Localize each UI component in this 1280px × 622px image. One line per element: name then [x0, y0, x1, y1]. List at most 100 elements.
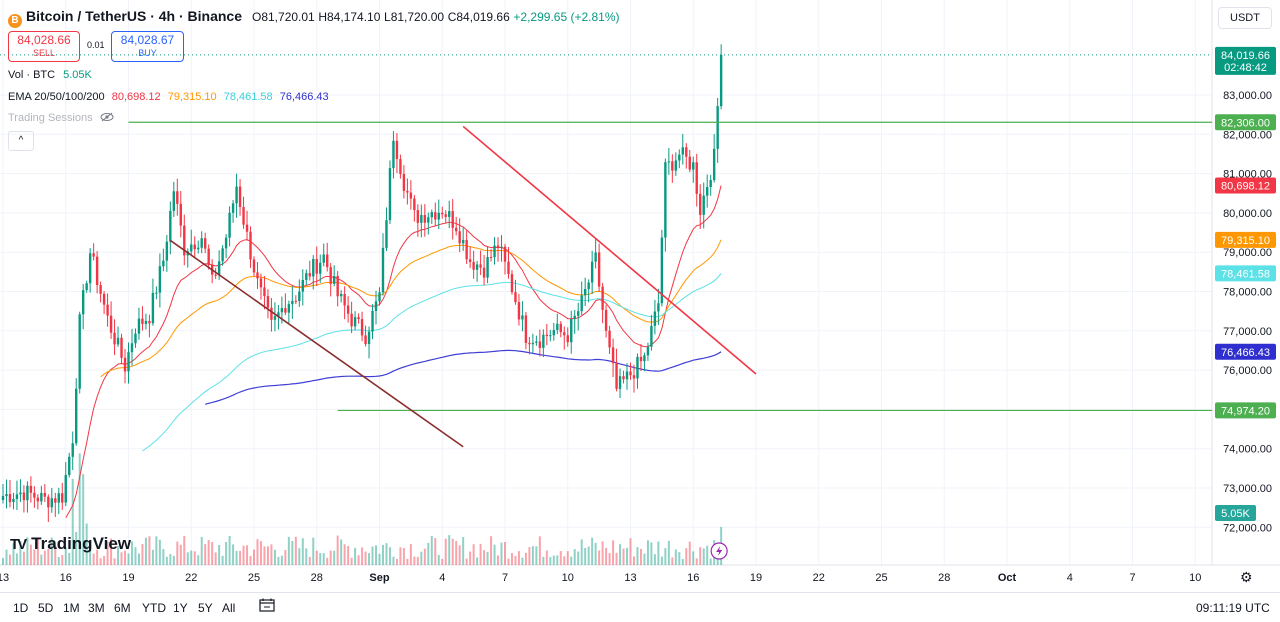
volume-bar — [12, 543, 15, 565]
volume-bar — [650, 542, 653, 565]
volume-bar — [413, 556, 416, 565]
volume-bar — [388, 547, 391, 565]
candle-body — [503, 246, 507, 262]
clock-time[interactable]: 09:11:19 UTC — [1196, 601, 1270, 615]
x-tick-label: Oct — [998, 572, 1017, 584]
candle-body — [242, 207, 245, 225]
volume-bar — [619, 544, 622, 565]
volume-bar — [298, 548, 301, 565]
volume-bar — [587, 546, 590, 565]
range-button-3m[interactable]: 3M — [88, 601, 105, 615]
candle-body — [308, 273, 311, 277]
volume-bar — [130, 541, 133, 565]
buy-button[interactable]: 84,028.67 BUY — [111, 31, 184, 62]
trendline[interactable] — [462, 125, 757, 375]
range-button-5d[interactable]: 5D — [38, 601, 54, 615]
volume-bar — [674, 549, 677, 565]
volume-bar — [176, 541, 179, 565]
candle-body — [207, 248, 210, 266]
price-chart[interactable]: 72,000.0073,000.0074,000.0075,000.0076,0… — [0, 0, 1280, 592]
sell-price: 84,028.66 — [17, 33, 71, 47]
volume-bar — [89, 549, 92, 565]
range-button-1d[interactable]: 1D — [13, 601, 29, 615]
candle-body — [514, 292, 517, 303]
candle-body — [601, 286, 604, 310]
candle-body — [695, 162, 698, 194]
x-tick-label: 22 — [185, 572, 197, 584]
candle-body — [678, 154, 681, 161]
bottom-toolbar: 1D 5D 1M 3M 6M YTD 1Y 5Y All 09:11:19 UTC — [0, 592, 1280, 622]
calendar-range-icon[interactable] — [259, 598, 275, 612]
collapse-legend-button[interactable]: ^ — [8, 131, 34, 151]
volume-bar — [483, 550, 486, 565]
candle-body — [92, 253, 95, 257]
hidden-eye-icon[interactable] — [100, 112, 114, 122]
range-button-ytd[interactable]: YTD — [142, 601, 166, 615]
volume-legend[interactable]: Vol · BTC 5.05K — [8, 69, 92, 81]
candle-body — [465, 239, 468, 260]
volume-bar — [137, 553, 140, 565]
candle-body — [657, 303, 660, 312]
candle-body — [130, 343, 134, 353]
candle-body — [36, 497, 40, 502]
candle-body — [618, 376, 622, 389]
lightning-glyph — [716, 546, 723, 556]
volume-value: 5.05K — [63, 69, 92, 81]
range-button-6m[interactable]: 6M — [114, 601, 131, 615]
volume-bar — [545, 550, 548, 565]
volume-bar — [622, 548, 625, 565]
volume-bar — [277, 556, 280, 565]
x-tick-label: Sep — [369, 572, 389, 584]
ohlc-low: L81,720.00 — [384, 10, 445, 24]
candle-body — [611, 347, 615, 364]
candle-body — [461, 239, 465, 244]
candle-body — [113, 332, 116, 345]
y-tick-label: 79,000.00 — [1223, 247, 1272, 259]
ema50-value: 79,315.10 — [167, 91, 217, 103]
buy-price: 84,028.67 — [120, 33, 175, 47]
currency-button[interactable]: USDT — [1218, 7, 1272, 29]
range-button-1y[interactable]: 1Y — [173, 601, 188, 615]
candle-body — [29, 485, 33, 493]
volume-bar — [455, 540, 458, 565]
trendline[interactable] — [169, 239, 464, 448]
volume-bar — [566, 551, 569, 565]
volume-bar — [40, 554, 43, 565]
candle-body — [374, 301, 378, 312]
range-button-all[interactable]: All — [222, 601, 236, 615]
candle-body — [468, 259, 472, 262]
symbol-title[interactable]: Bitcoin / TetherUS · 4h · Binance — [26, 8, 242, 24]
volume-bar — [549, 557, 552, 565]
volume-bar — [246, 545, 249, 565]
range-button-5y[interactable]: 5Y — [198, 601, 213, 615]
volume-bar — [85, 523, 88, 565]
candle-body — [277, 312, 280, 317]
ema20-line — [65, 185, 722, 518]
gear-icon[interactable]: ⚙ — [1240, 569, 1253, 585]
volume-bar — [497, 555, 500, 565]
candle-body — [482, 267, 486, 278]
price-label-text: 76,466.43 — [1221, 347, 1270, 359]
volume-bar — [322, 553, 325, 565]
volume-bar — [465, 558, 468, 565]
sell-button[interactable]: 84,028.66 SELL — [8, 31, 80, 62]
range-button-1m[interactable]: 1M — [63, 601, 80, 615]
candle-body — [22, 492, 26, 501]
candle-body — [705, 187, 709, 196]
sessions-legend[interactable]: Trading Sessions — [8, 112, 114, 124]
volume-bar — [462, 537, 465, 565]
candle-body — [245, 224, 249, 232]
ema-legend[interactable]: EMA 20/50/100/200 80,698.12 79,315.10 78… — [8, 91, 329, 103]
volume-bar — [218, 544, 221, 565]
volume-bar — [113, 558, 116, 565]
x-tick-label: 25 — [248, 572, 260, 584]
candle-body — [629, 371, 632, 376]
candle-body — [573, 315, 576, 320]
volume-bar — [420, 551, 423, 565]
candle-body — [716, 106, 719, 149]
candle-body — [235, 186, 238, 204]
candle-body — [179, 203, 182, 226]
volume-bar — [664, 548, 667, 565]
ohlc-close: C84,019.66 — [447, 10, 510, 24]
candle-body — [524, 315, 528, 343]
